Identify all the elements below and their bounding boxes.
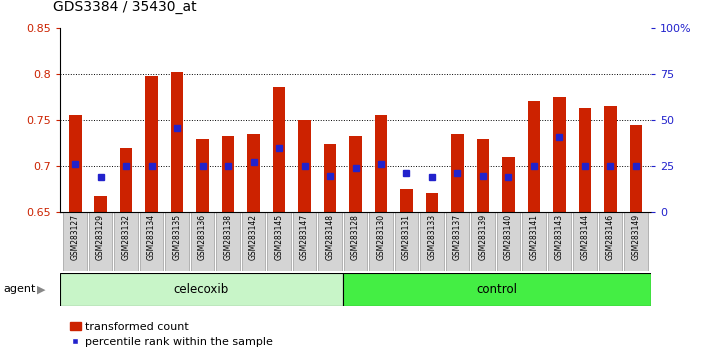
Bar xyxy=(63,212,87,271)
Text: GSM283143: GSM283143 xyxy=(555,214,564,260)
Bar xyxy=(318,212,341,271)
Bar xyxy=(60,273,343,306)
Bar xyxy=(604,105,617,212)
Bar xyxy=(477,139,489,212)
Bar xyxy=(324,144,337,212)
Bar xyxy=(216,212,240,271)
Bar xyxy=(548,212,571,271)
Bar xyxy=(497,212,520,271)
Text: GSM283147: GSM283147 xyxy=(300,214,309,260)
Bar xyxy=(196,139,209,212)
Bar xyxy=(242,212,265,271)
Bar xyxy=(629,125,642,212)
Bar xyxy=(165,212,189,271)
Bar xyxy=(268,212,291,271)
Text: GSM283148: GSM283148 xyxy=(325,214,334,260)
Bar xyxy=(69,115,82,212)
Bar xyxy=(502,157,515,212)
Bar xyxy=(598,212,622,271)
Bar xyxy=(527,101,541,212)
Bar xyxy=(426,193,439,212)
Bar xyxy=(170,72,184,212)
Text: GSM283149: GSM283149 xyxy=(631,214,641,260)
Bar xyxy=(140,212,163,271)
Text: GSM283145: GSM283145 xyxy=(275,214,284,260)
Bar xyxy=(89,212,113,271)
Text: GSM283132: GSM283132 xyxy=(122,214,131,260)
Bar xyxy=(375,115,387,212)
Text: GSM283138: GSM283138 xyxy=(224,214,232,260)
Text: GSM283128: GSM283128 xyxy=(351,214,360,260)
Text: GSM283144: GSM283144 xyxy=(580,214,589,260)
Bar xyxy=(120,148,132,212)
Bar xyxy=(573,212,597,271)
Bar xyxy=(222,136,234,212)
Bar xyxy=(298,120,311,212)
Bar xyxy=(395,212,418,271)
Bar xyxy=(293,212,316,271)
Bar xyxy=(272,87,285,212)
Text: GSM283146: GSM283146 xyxy=(606,214,615,260)
Bar xyxy=(579,108,591,212)
Text: GSM283133: GSM283133 xyxy=(427,214,436,260)
Bar xyxy=(247,134,260,212)
Text: GSM283134: GSM283134 xyxy=(147,214,156,260)
Text: GSM283136: GSM283136 xyxy=(198,214,207,260)
Bar xyxy=(343,273,651,306)
Bar xyxy=(553,97,566,212)
Text: GSM283130: GSM283130 xyxy=(377,214,386,260)
Text: GSM283129: GSM283129 xyxy=(96,214,105,260)
Text: GSM283140: GSM283140 xyxy=(504,214,513,260)
Bar xyxy=(522,212,546,271)
Bar xyxy=(446,212,469,271)
Bar xyxy=(420,212,444,271)
Bar xyxy=(451,134,464,212)
Bar xyxy=(349,136,362,212)
Text: GDS3384 / 35430_at: GDS3384 / 35430_at xyxy=(53,0,196,14)
Text: agent: agent xyxy=(4,284,36,295)
Bar xyxy=(344,212,367,271)
Bar xyxy=(370,212,393,271)
Text: GSM283142: GSM283142 xyxy=(249,214,258,260)
Text: control: control xyxy=(477,283,517,296)
Text: GSM283137: GSM283137 xyxy=(453,214,462,260)
Text: ▶: ▶ xyxy=(37,284,45,295)
Bar xyxy=(114,212,138,271)
Text: celecoxib: celecoxib xyxy=(174,283,229,296)
Text: GSM283135: GSM283135 xyxy=(172,214,182,260)
Bar xyxy=(400,189,413,212)
Bar xyxy=(145,76,158,212)
Text: GSM283131: GSM283131 xyxy=(402,214,411,260)
Bar xyxy=(471,212,495,271)
Bar xyxy=(191,212,214,271)
Legend: transformed count, percentile rank within the sample: transformed count, percentile rank withi… xyxy=(65,317,277,352)
Text: GSM283139: GSM283139 xyxy=(479,214,487,260)
Text: GSM283127: GSM283127 xyxy=(70,214,80,260)
Bar xyxy=(624,212,648,271)
Text: GSM283141: GSM283141 xyxy=(529,214,539,260)
Bar xyxy=(94,196,107,212)
